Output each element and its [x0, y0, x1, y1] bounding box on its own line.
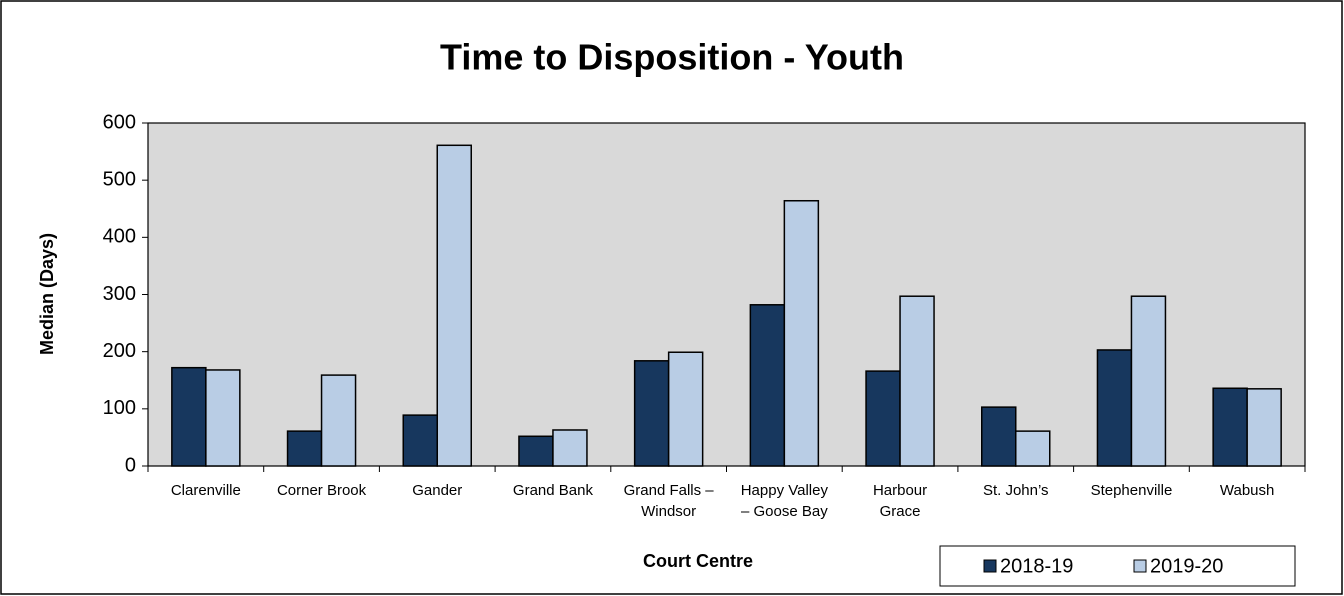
x-tick-label: Wabush [1219, 482, 1275, 499]
bar [667, 351, 704, 467]
bar [633, 360, 670, 467]
y-tick-label: 200 [103, 340, 136, 362]
x-tick-label: Corner Brook [276, 482, 367, 499]
x-tick-label: Gander [412, 482, 463, 499]
x-tick-label: Clarenville [170, 482, 241, 499]
bar [552, 429, 588, 467]
bar [1212, 387, 1248, 467]
x-tick-label: Stephenville [1090, 482, 1173, 499]
x-tick-label: Grand Bank [512, 482, 593, 499]
x-axis-label: Court Centre [643, 551, 753, 571]
bar [1246, 388, 1282, 467]
x-tick-label: Happy Valley – Goose Bay [740, 482, 828, 520]
y-tick-label: 0 [125, 454, 136, 476]
bar [783, 199, 820, 467]
legend-swatch [1133, 559, 1147, 573]
x-tick-label: Harbour Grace [872, 482, 928, 520]
y-tick-label: 500 [103, 168, 136, 190]
bar [1096, 349, 1133, 467]
y-tick-label: 600 [103, 111, 136, 133]
bar [749, 304, 786, 467]
x-tick-label: Grand Falls – Windsor [623, 482, 714, 520]
bar [865, 370, 901, 467]
bar [1015, 430, 1051, 467]
bar [518, 435, 554, 467]
bar [899, 295, 935, 467]
legend-swatch [983, 559, 997, 573]
bar [402, 414, 438, 467]
bar [981, 406, 1017, 467]
x-tick-label: St. John’s [982, 482, 1049, 499]
chart-title: Time to Disposition - Youth [440, 37, 904, 78]
bar [436, 144, 472, 467]
y-tick-label: 400 [103, 226, 136, 248]
legend-box [939, 545, 1296, 587]
legend-label: 2019-20 [1150, 555, 1223, 577]
legend-label: 2018-19 [1000, 555, 1073, 577]
bar [1130, 295, 1167, 467]
y-tick-label: 100 [103, 397, 136, 419]
bar [205, 369, 241, 467]
bar [320, 374, 357, 467]
y-axis-label: Median (Days) [37, 233, 57, 355]
bar [286, 430, 323, 467]
y-tick-label: 300 [103, 283, 136, 305]
bar [171, 366, 207, 467]
